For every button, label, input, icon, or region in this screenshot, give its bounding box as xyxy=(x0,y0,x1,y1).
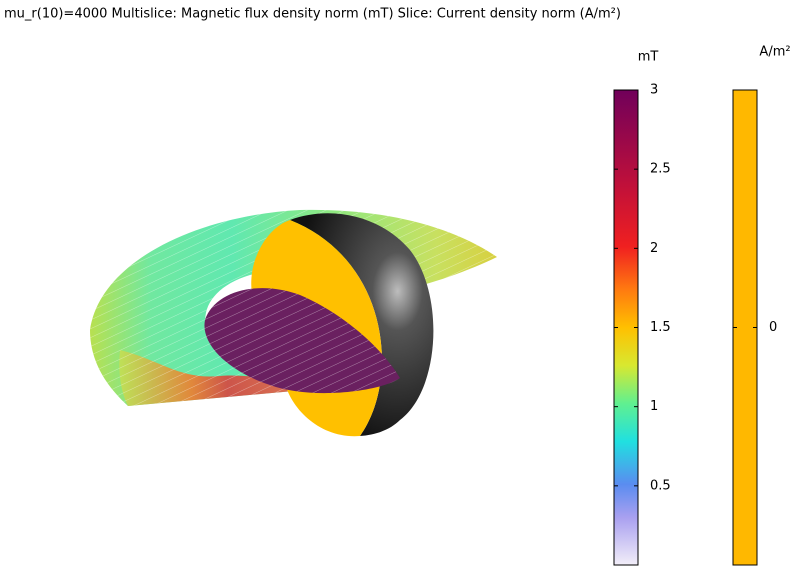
tick-label: 0.5 xyxy=(650,478,671,493)
tick-label: 1 xyxy=(650,399,658,414)
sphere-shell xyxy=(290,213,434,436)
colorbar-unit: A/m² xyxy=(759,45,790,60)
tick-label: 2 xyxy=(650,241,658,256)
colorbar-flux: mT 0.5 1 1.5 2 2.5 3 xyxy=(613,50,671,566)
tick-label: 3 xyxy=(650,83,658,98)
tick-label: 1.5 xyxy=(650,320,671,335)
tick-label: 2.5 xyxy=(650,162,671,177)
tick-label: 0 xyxy=(769,320,777,335)
colorbar-current: A/m² 0 xyxy=(732,45,791,566)
flux-disk-lines xyxy=(204,288,400,394)
colorbar-unit: mT xyxy=(638,50,659,65)
model-3d xyxy=(90,209,497,437)
plot-title: mu_r(10)=4000 Multislice: Magnetic flux … xyxy=(4,7,621,22)
